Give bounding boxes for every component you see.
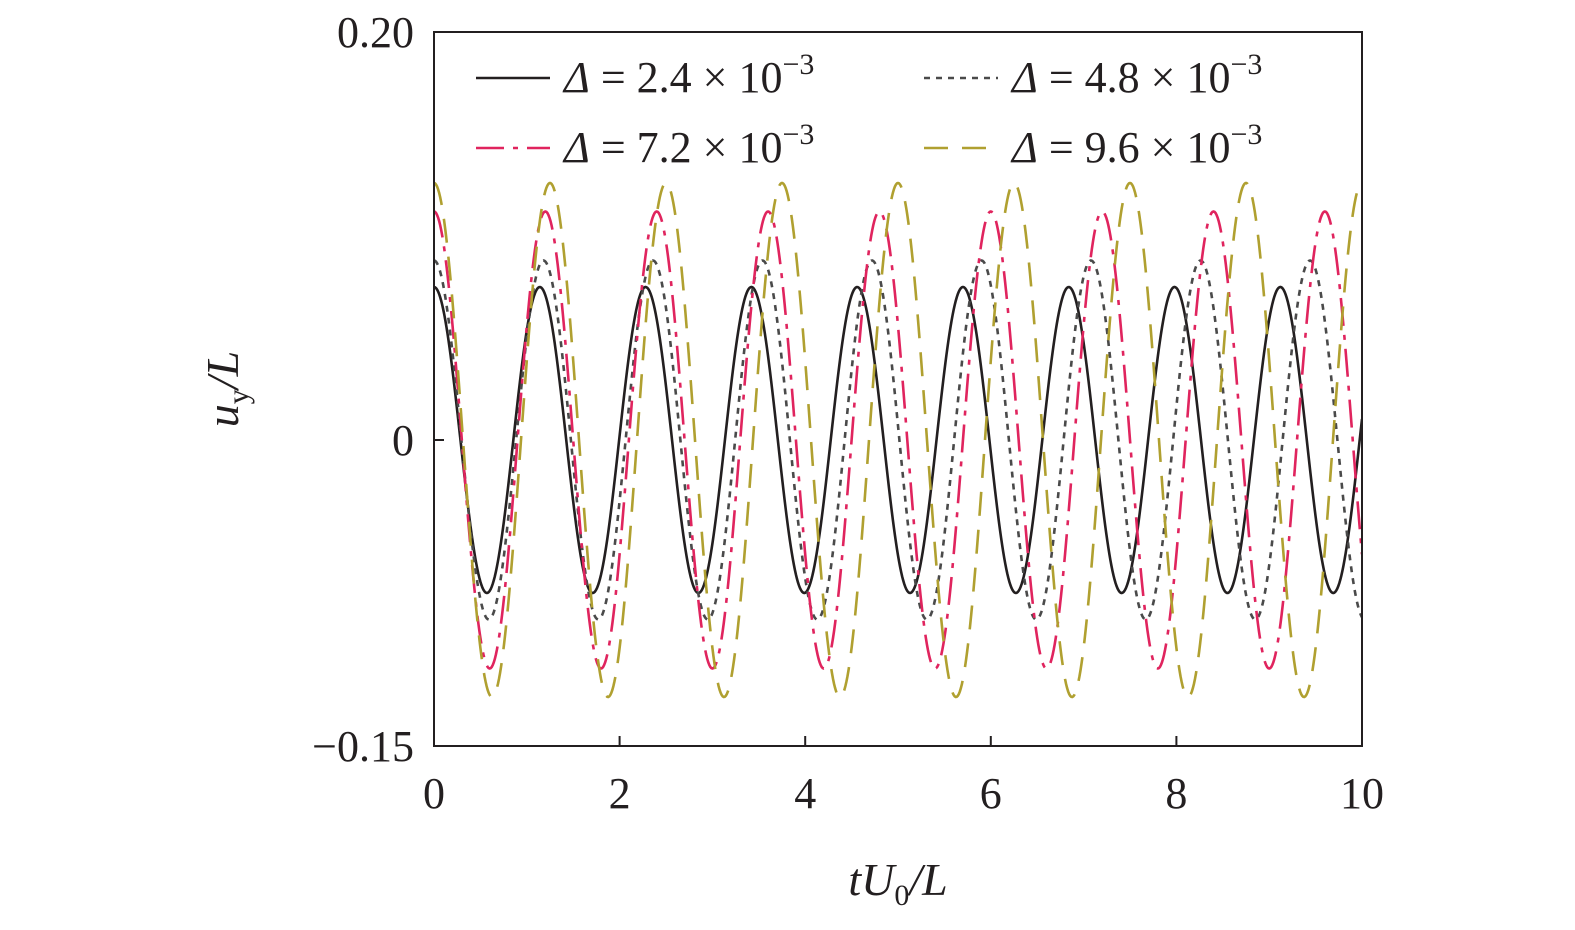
legend-label-3: Δ = 7.2 × 10−3 — [562, 118, 814, 172]
y-axis-label-tail: /L — [197, 351, 248, 392]
series-line-1 — [434, 285, 1362, 595]
series-line-2 — [434, 259, 1362, 621]
x-axis-label-tail: /L — [906, 854, 947, 905]
series-layer — [434, 181, 1362, 699]
x-axis-label-main: tU — [848, 854, 897, 905]
y-axis-label: uy/L — [197, 351, 255, 427]
x-tick-label: 4 — [794, 769, 816, 818]
x-axis-label-sub: 0 — [894, 879, 909, 912]
x-tick-label: 6 — [980, 769, 1002, 818]
legend-label-1: Δ = 2.4 × 10−3 — [562, 48, 814, 102]
x-tick-label: 8 — [1165, 769, 1187, 818]
y-tick-label: 0.20 — [337, 8, 414, 57]
legend-label-2: Δ = 4.8 × 10−3 — [1010, 48, 1262, 102]
y-tick-label: −0.15 — [312, 722, 414, 771]
legend: Δ = 2.4 × 10−3 Δ = 4.8 × 10−3 Δ = 7.2 × 10… — [476, 48, 1262, 172]
legend-label-4: Δ = 9.6 × 10−3 — [1010, 118, 1262, 172]
x-axis-label: tU0/L — [848, 854, 947, 912]
x-tick-label: 0 — [423, 769, 445, 818]
plot-frame — [433, 31, 1363, 747]
x-tick-label: 2 — [609, 769, 631, 818]
y-axis-label-sub: y — [222, 389, 255, 404]
x-tick-label: 10 — [1340, 769, 1384, 818]
series-line-4 — [434, 181, 1362, 699]
y-axis-label-main: u — [197, 404, 248, 427]
series-line-3 — [434, 210, 1362, 670]
y-tick-label: 0 — [392, 416, 414, 465]
